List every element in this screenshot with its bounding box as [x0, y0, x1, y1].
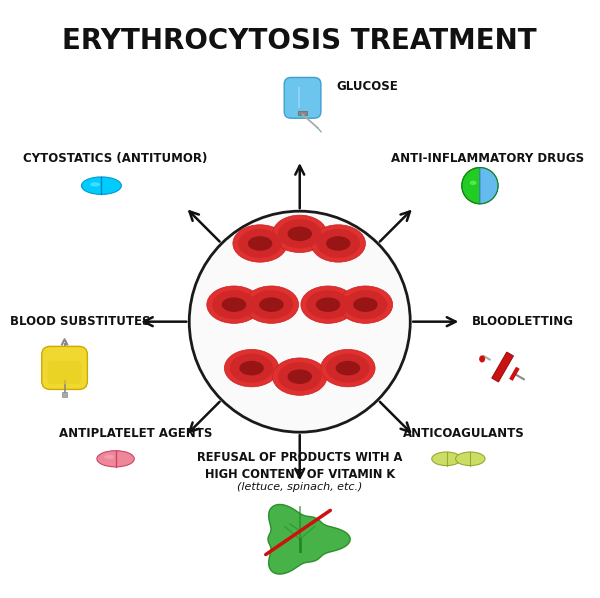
- Text: BLOOD SUBSTITUTES: BLOOD SUBSTITUTES: [10, 315, 150, 328]
- FancyBboxPatch shape: [42, 346, 88, 389]
- Ellipse shape: [307, 290, 350, 319]
- Ellipse shape: [250, 290, 293, 319]
- Ellipse shape: [432, 452, 461, 466]
- Ellipse shape: [470, 181, 476, 185]
- Ellipse shape: [233, 225, 287, 262]
- Circle shape: [189, 211, 410, 432]
- Polygon shape: [492, 352, 514, 382]
- Text: GLUCOSE: GLUCOSE: [337, 80, 398, 93]
- Text: (lettuce, spinach, etc.): (lettuce, spinach, etc.): [237, 482, 362, 492]
- Ellipse shape: [222, 297, 246, 312]
- Ellipse shape: [248, 236, 272, 251]
- Ellipse shape: [239, 361, 264, 376]
- Text: ERYTHROCYTOSIS TREATMENT: ERYTHROCYTOSIS TREATMENT: [62, 27, 537, 55]
- Ellipse shape: [244, 286, 299, 324]
- Ellipse shape: [287, 227, 312, 241]
- Ellipse shape: [207, 286, 261, 324]
- FancyBboxPatch shape: [47, 361, 82, 384]
- Ellipse shape: [338, 286, 392, 324]
- Ellipse shape: [311, 225, 365, 262]
- Ellipse shape: [326, 236, 350, 251]
- Ellipse shape: [272, 215, 327, 252]
- Text: ANTIPLATELET AGENTS: ANTIPLATELET AGENTS: [59, 428, 212, 440]
- Text: ANTICOAGULANTS: ANTICOAGULANTS: [403, 428, 525, 440]
- Ellipse shape: [353, 297, 378, 312]
- FancyBboxPatch shape: [284, 77, 321, 118]
- Ellipse shape: [287, 370, 312, 384]
- Ellipse shape: [212, 290, 256, 319]
- Ellipse shape: [278, 362, 322, 391]
- Ellipse shape: [321, 349, 375, 387]
- Ellipse shape: [317, 229, 360, 258]
- Text: BLOODLETTING: BLOODLETTING: [472, 315, 574, 328]
- Ellipse shape: [104, 454, 115, 459]
- Text: REFUSAL OF PRODUCTS WITH A
HIGH CONTENT OF VITAMIN K: REFUSAL OF PRODUCTS WITH A HIGH CONTENT …: [197, 451, 403, 481]
- Ellipse shape: [278, 219, 322, 248]
- Ellipse shape: [344, 290, 387, 319]
- Polygon shape: [268, 505, 350, 574]
- Ellipse shape: [97, 451, 134, 467]
- Ellipse shape: [82, 177, 121, 194]
- Ellipse shape: [230, 353, 274, 383]
- Wedge shape: [462, 167, 480, 204]
- Ellipse shape: [259, 297, 284, 312]
- Text: CYTOSTATICS (ANTITUMOR): CYTOSTATICS (ANTITUMOR): [23, 152, 208, 165]
- FancyBboxPatch shape: [298, 111, 307, 115]
- Ellipse shape: [301, 286, 355, 324]
- FancyBboxPatch shape: [62, 392, 67, 397]
- Ellipse shape: [272, 358, 327, 395]
- Ellipse shape: [326, 353, 370, 383]
- Ellipse shape: [90, 182, 100, 187]
- Text: ANTI-INFLAMMATORY DRUGS: ANTI-INFLAMMATORY DRUGS: [391, 152, 584, 165]
- Ellipse shape: [238, 229, 282, 258]
- Ellipse shape: [316, 297, 340, 312]
- Ellipse shape: [335, 361, 360, 376]
- Ellipse shape: [224, 349, 279, 387]
- Ellipse shape: [455, 452, 485, 466]
- Wedge shape: [480, 167, 498, 204]
- Ellipse shape: [479, 355, 485, 362]
